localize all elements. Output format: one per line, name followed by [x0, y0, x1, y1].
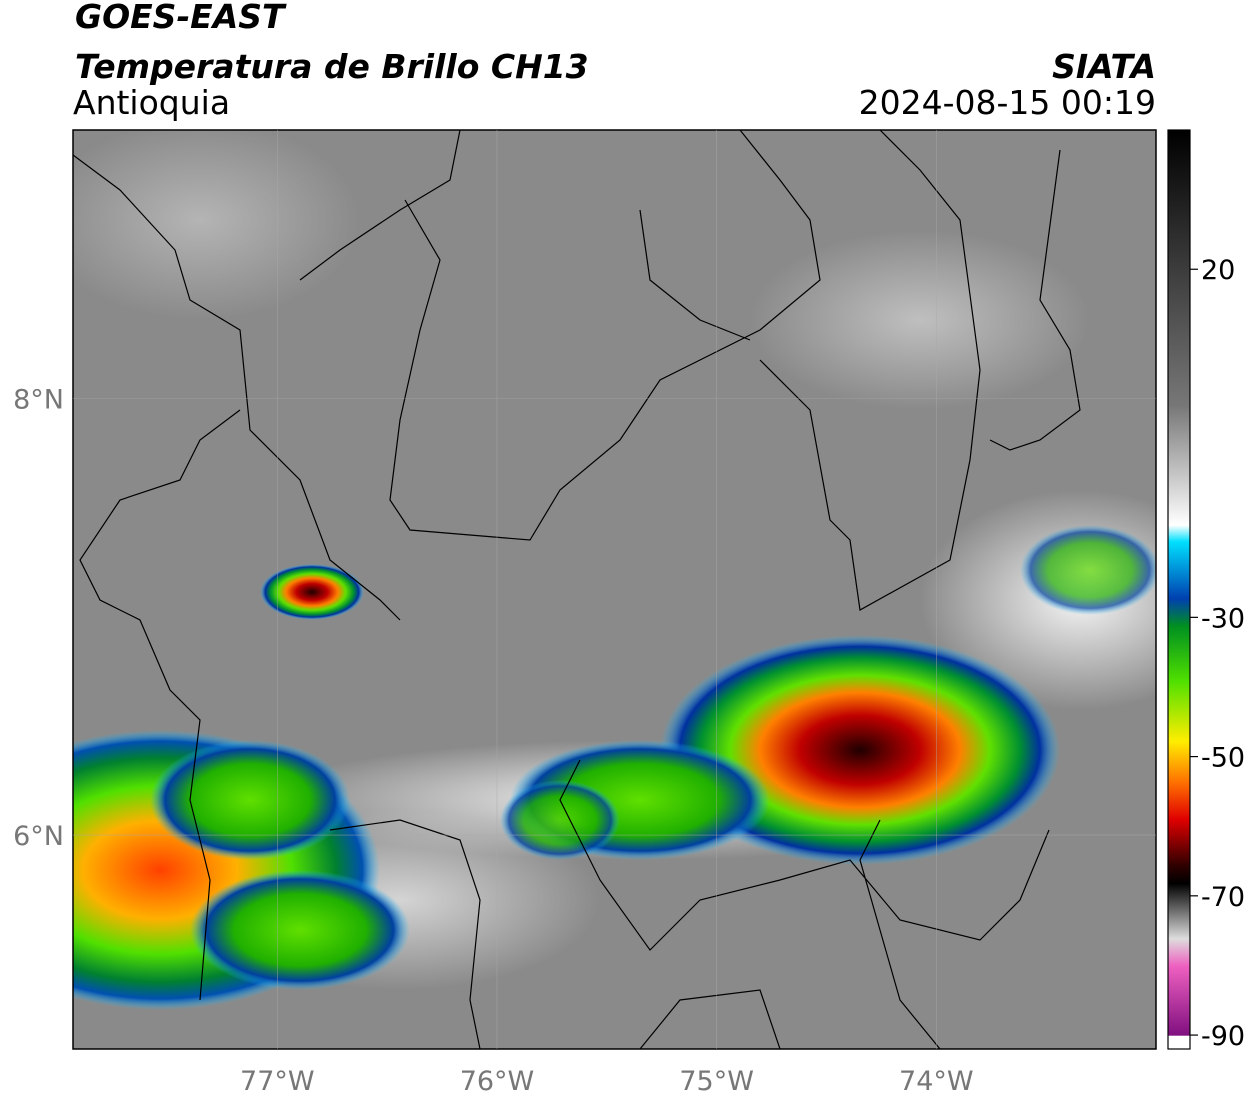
x-tick-label: 74°W — [899, 1066, 974, 1097]
y-tick-label: 6°N — [13, 821, 64, 852]
region: Antioquia — [73, 83, 230, 122]
colorbar-tick-label: -90 — [1201, 1021, 1245, 1052]
colorbar-tick-label: -30 — [1201, 603, 1245, 634]
map-frame — [72, 129, 1157, 1050]
satellite-image — [73, 130, 1156, 1049]
title: GOES-EAST — [75, 0, 287, 36]
x-tick-label: 75°W — [679, 1066, 754, 1097]
colorbar — [1167, 129, 1191, 1050]
colorbar-tick-label: -70 — [1201, 882, 1245, 913]
x-tick-label: 76°W — [460, 1066, 535, 1097]
x-tick-label: 77°W — [240, 1066, 315, 1097]
source: SIATA — [1052, 47, 1156, 86]
colorbar-tick-label: 20 — [1201, 255, 1235, 286]
colorbar-tick-label: -50 — [1201, 743, 1245, 774]
y-tick-label: 8°N — [13, 384, 64, 415]
subtitle: Temperatura de Brillo CH13 — [75, 47, 589, 86]
datetime: 2024-08-15 00:19 — [859, 83, 1156, 122]
